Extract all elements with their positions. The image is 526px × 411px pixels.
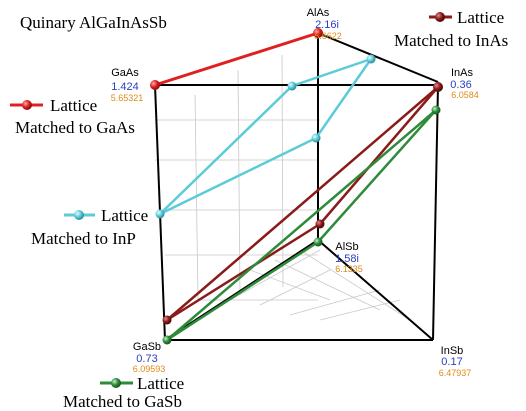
insb-lattice: 6.47937: [439, 368, 472, 378]
inas-point-2: [316, 220, 325, 229]
series-gasb-lattice-matched: [163, 106, 441, 345]
legend-inas-line1: Lattice: [457, 8, 504, 27]
inp-point-1: [156, 210, 165, 219]
legend-inp-marker: [74, 210, 84, 220]
gaas-gap: 1.424: [111, 81, 139, 93]
inas-lattice: 6.0584: [451, 90, 479, 100]
gaas-vertex-marker: [150, 80, 160, 90]
vertex-label-alsb: AlSb 1.58i 6.1335: [335, 241, 363, 274]
legend-gasb: Lattice Matched to GaSb: [63, 374, 184, 411]
legend-inas: Lattice Matched to InAs: [394, 8, 508, 50]
gasb-point-2: [314, 238, 323, 247]
inas-point-1: [163, 316, 172, 325]
legend-inp: Lattice Matched to InP: [31, 206, 148, 248]
legend-gaas-marker: [22, 100, 32, 110]
vertex-label-inas: InAs 0.36 6.0584: [450, 67, 478, 100]
legend-inp-line1: Lattice: [101, 206, 148, 225]
gaas-name: GaAs: [111, 67, 139, 79]
inp-point-4: [367, 55, 376, 64]
gasb-name: GaSb: [133, 341, 161, 353]
gaas-lattice: 5.65321: [111, 93, 144, 103]
inp-point-3: [312, 134, 321, 143]
legend-gaas-line1: Lattice: [50, 96, 97, 115]
insb-gap: 0.17: [441, 356, 462, 368]
legend-gasb-line2: Matched to GaSb: [63, 392, 182, 411]
alsb-lattice: 6.1335: [335, 264, 363, 274]
vertex-label-insb: InSb 0.17 6.47937: [439, 345, 472, 378]
legend-gasb-line1: Lattice: [137, 374, 184, 393]
vertex-label-gaas: GaAs 1.424 5.65321: [111, 67, 144, 103]
series-inp-lattice-matched: [156, 55, 376, 219]
alas-name: AlAs: [307, 7, 330, 19]
vertex-label-gasb: GaSb 0.73 6.09593: [133, 341, 166, 374]
legend-gaas-line2: Matched to GaAs: [15, 118, 135, 137]
alas-gap: 2.16i: [315, 19, 339, 31]
alas-lattice: 5.6622: [314, 31, 342, 41]
gasb-point-1: [163, 336, 172, 345]
alsb-name: AlSb: [335, 241, 358, 253]
inas-point-3: [433, 82, 443, 92]
series-inas-lattice-matched: [163, 82, 444, 325]
legend-gasb-marker: [111, 378, 121, 388]
diagram-title: Quinary AlGaInAsSb: [20, 13, 167, 32]
gasb-point-3: [432, 106, 441, 115]
legend-inp-line2: Matched to InP: [31, 229, 136, 248]
inas-name: InAs: [451, 67, 474, 79]
legend-inas-marker: [435, 12, 445, 22]
series-gaas-lattice-matched: [150, 28, 323, 90]
inp-point-2: [288, 82, 297, 91]
gasb-lattice: 6.09593: [133, 364, 166, 374]
legend-inas-line2: Matched to InAs: [394, 31, 508, 50]
